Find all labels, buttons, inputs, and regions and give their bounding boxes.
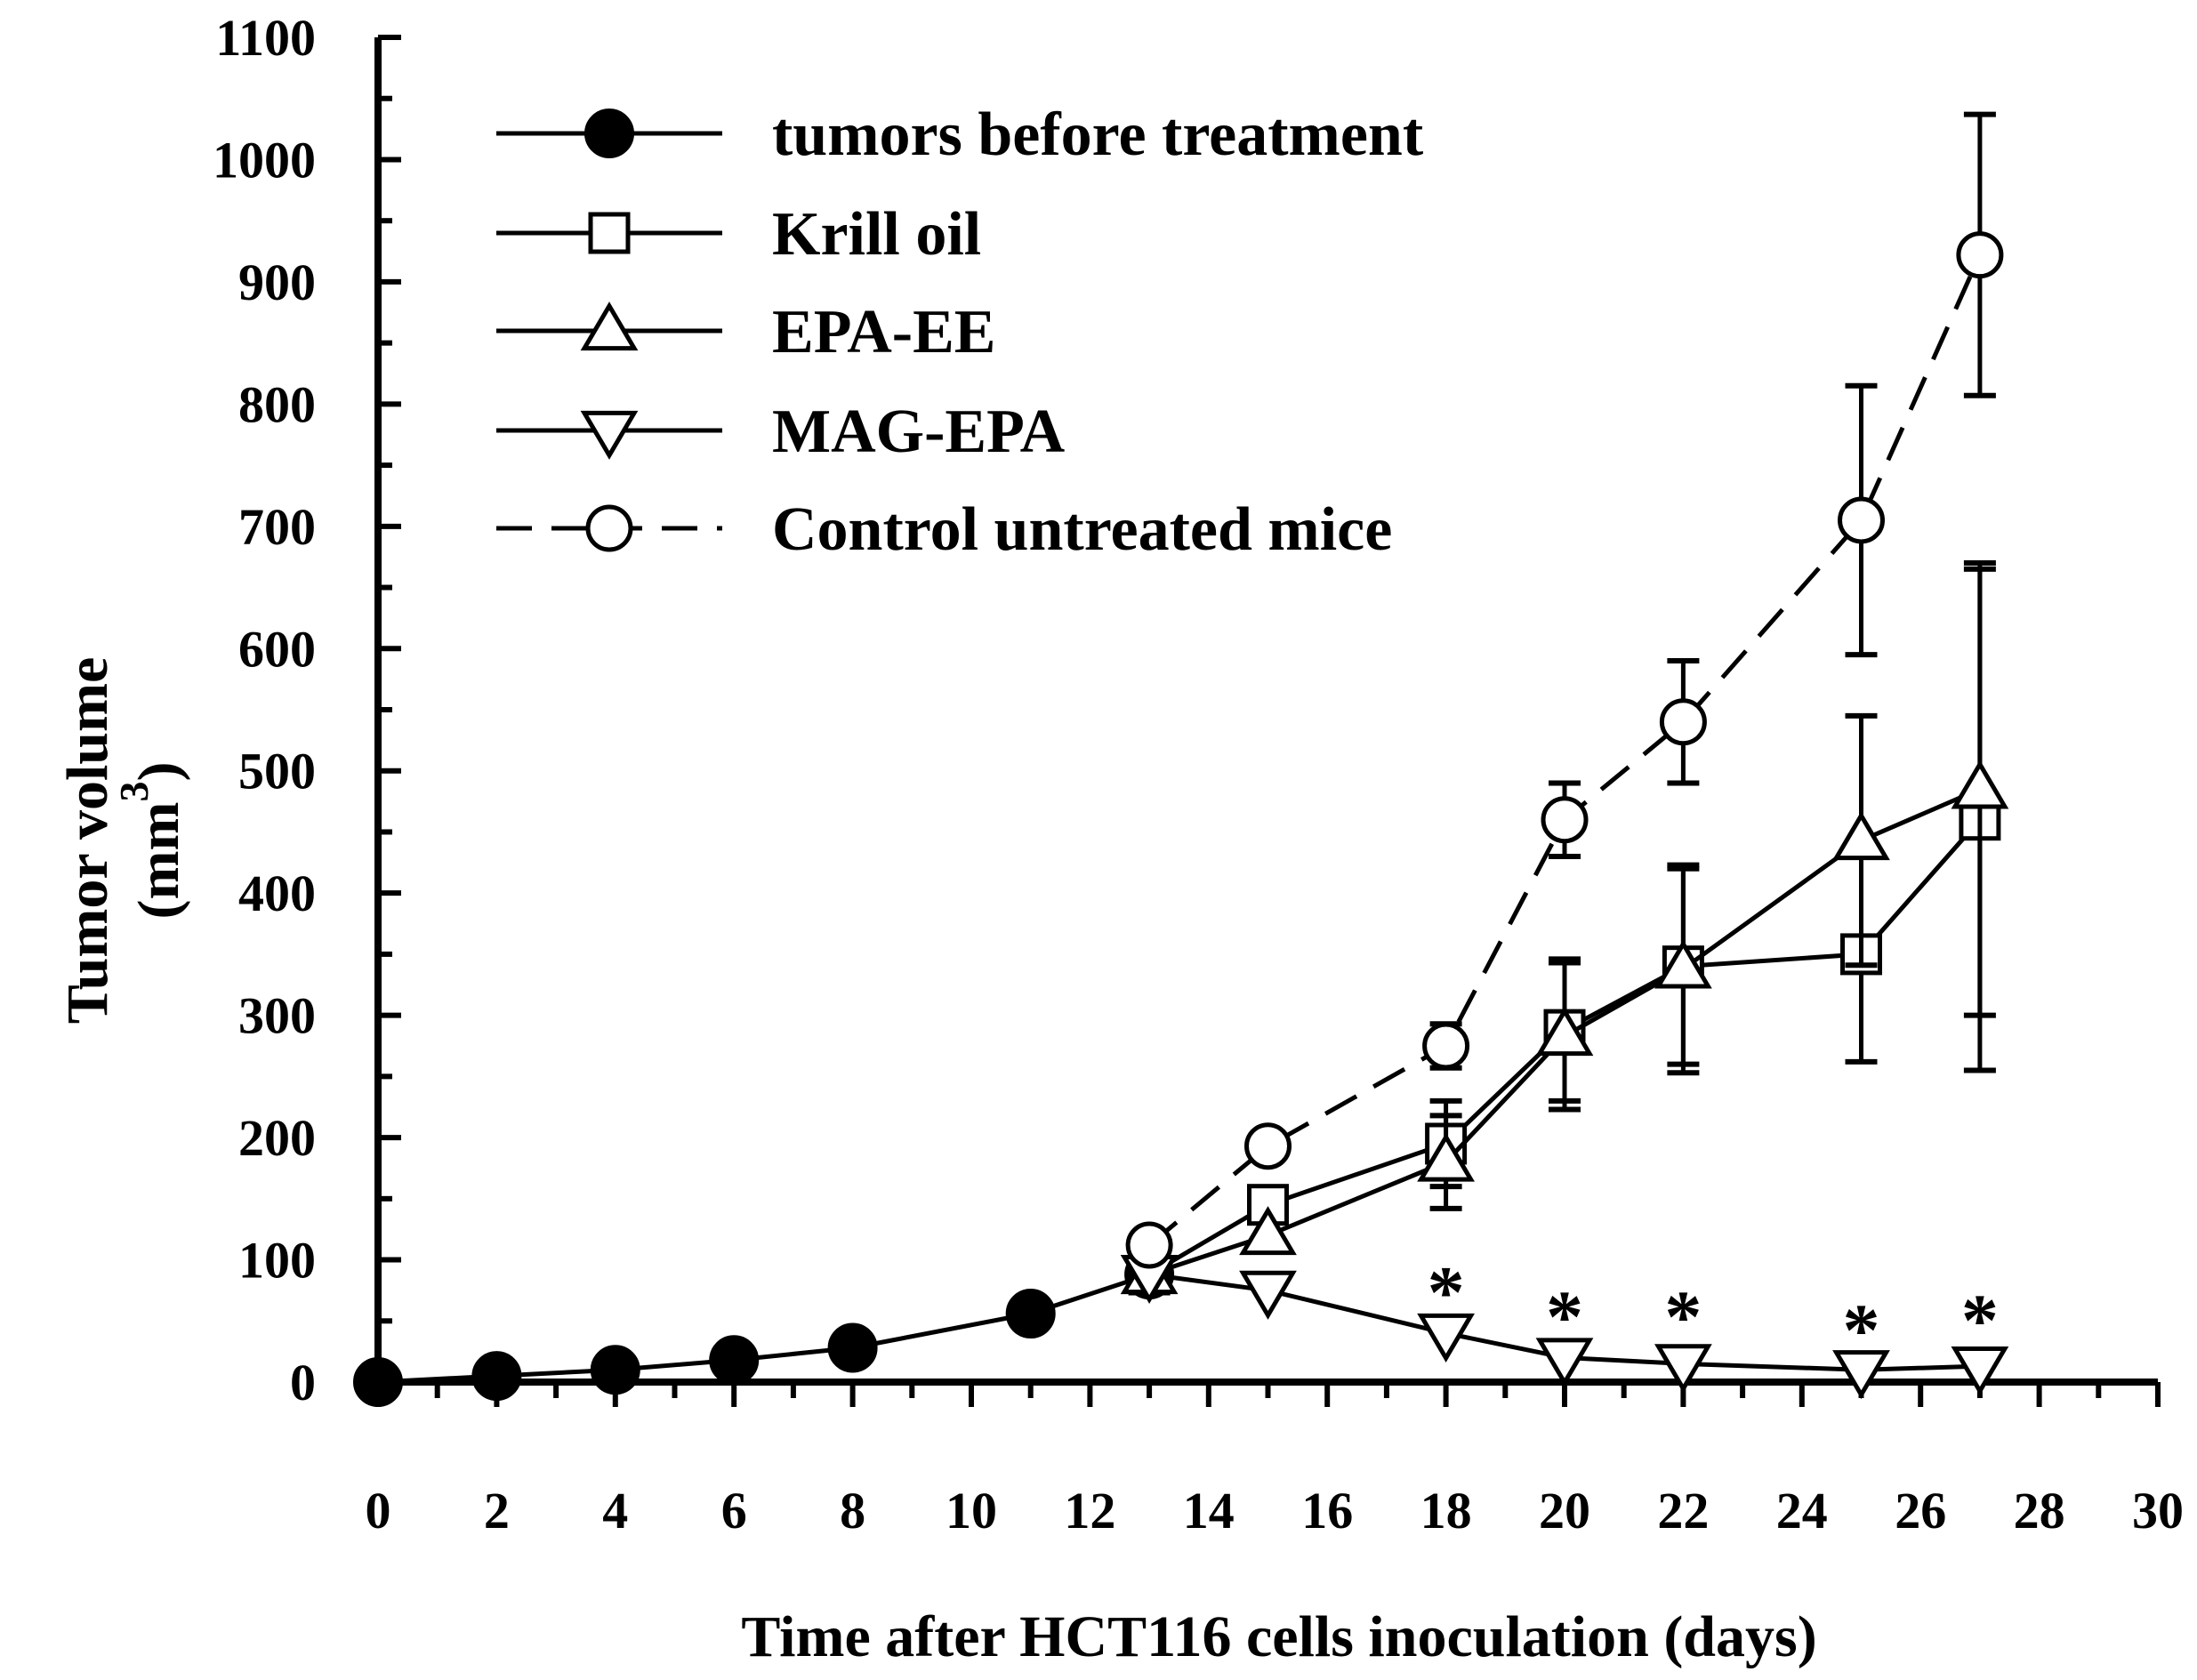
x-axis-title: Time after HCT116 cells inoculation (day…: [741, 1604, 1816, 1669]
x-tick-label: 28: [2014, 1482, 2065, 1539]
y-tick-label: 900: [238, 253, 316, 311]
legend: tumors before treatment Krill oil EPA-EE MA…: [496, 100, 1423, 564]
x-tick-label: 0: [366, 1482, 391, 1539]
y-tick-label: 800: [238, 375, 316, 433]
legend-marker: [588, 212, 631, 254]
y-unit-open: (mm: [126, 802, 191, 920]
series-krill-oil: [1128, 566, 2001, 1296]
y-tick-label: 1100: [215, 9, 316, 67]
legend-marker: [580, 410, 639, 460]
data-point: [590, 1345, 640, 1395]
series-mag-epa: [1120, 1254, 2009, 1400]
legend-label: Control untreated mice: [772, 495, 1392, 564]
y-tick-label: 300: [238, 987, 316, 1045]
legend-item: Control untreated mice: [496, 495, 1392, 564]
data-point: [1951, 1346, 2009, 1396]
legend-label: MAG-EPA: [772, 398, 1066, 466]
legend-label: EPA-EE: [772, 298, 996, 366]
x-tick-label: 26: [1895, 1482, 1946, 1539]
data-point: [1417, 1132, 1475, 1182]
x-tick-label: 12: [1064, 1482, 1115, 1539]
x-tick-label: 24: [1776, 1482, 1828, 1539]
data-point: [827, 1322, 878, 1373]
y-tick-label: 700: [238, 498, 316, 556]
data-point: [1239, 1270, 1297, 1320]
data-point: [1422, 1022, 1470, 1070]
data-point: [1125, 1221, 1173, 1269]
data-point: [1832, 811, 1890, 861]
data-point: [1956, 231, 2004, 279]
significance-star: *: [1961, 1280, 1999, 1362]
legend-item: EPA-EE: [496, 298, 996, 366]
x-tick-label: 8: [840, 1482, 865, 1539]
data-point: [1951, 760, 2009, 809]
legend-marker: [580, 301, 639, 351]
legend-item: Krill oil: [496, 200, 981, 269]
significance-markers: * * * * *: [1428, 1251, 1999, 1372]
legend-label: Krill oil: [772, 200, 981, 269]
y-tick-label: 1000: [213, 131, 316, 189]
y-axis-title-main: Tumor volume: [55, 657, 120, 1025]
x-tick-label: 6: [721, 1482, 747, 1539]
y-tick-label: 500: [238, 743, 316, 800]
y-tick-label: 600: [238, 620, 316, 678]
data-point: [1654, 939, 1712, 989]
x-tick-label: 20: [1539, 1482, 1590, 1539]
data-point: [1535, 1007, 1594, 1057]
data-point: [1535, 1338, 1594, 1387]
significance-star: *: [1546, 1276, 1583, 1359]
data-point: [1239, 1206, 1297, 1256]
data-point: [1659, 698, 1707, 746]
data-point: [353, 1357, 403, 1407]
y-tick-label: 400: [238, 864, 316, 922]
x-tick-label: 10: [946, 1482, 997, 1539]
x-tick-label: 22: [1657, 1482, 1709, 1539]
series-tumors-before-treatment: [353, 1250, 1175, 1407]
series-control-untreated-mice: [1125, 111, 2004, 1269]
y-unit-sup: 3: [111, 782, 157, 802]
data-point: [1654, 1344, 1712, 1394]
y-axis-title: Tumor volume (mm3): [55, 657, 191, 1025]
legend-item: MAG-EPA: [496, 398, 1066, 466]
significance-star: *: [1664, 1276, 1702, 1359]
data-point: [1832, 1350, 1890, 1400]
x-tick-label: 18: [1420, 1482, 1472, 1539]
data-point: [1541, 796, 1589, 844]
y-tick-label: 100: [238, 1232, 316, 1290]
series-epa-ee: [1120, 560, 2009, 1295]
x-tick-label: 30: [2132, 1482, 2184, 1539]
x-tick-label: 14: [1183, 1482, 1235, 1539]
significance-star: *: [1428, 1251, 1465, 1334]
x-tick-label: 4: [602, 1482, 628, 1539]
data-point: [1005, 1289, 1056, 1339]
data-point: [471, 1351, 522, 1402]
significance-star: *: [1843, 1290, 1880, 1372]
series: [353, 111, 2009, 1407]
y-axis-title-unit: (mm3): [111, 762, 191, 920]
y-unit-close: ): [126, 762, 191, 782]
y-tick-label: 0: [290, 1354, 316, 1411]
data-point: [1417, 1313, 1475, 1362]
legend-label: tumors before treatment: [772, 100, 1423, 169]
x-tick-label: 2: [484, 1482, 510, 1539]
data-point: [1244, 1122, 1292, 1170]
legend-marker: [585, 504, 633, 552]
y-tick-label: 200: [238, 1109, 316, 1167]
data-point: [709, 1335, 760, 1386]
legend-marker: [584, 109, 634, 158]
data-point: [1838, 496, 1885, 544]
legend-item: tumors before treatment: [496, 100, 1423, 169]
x-tick-label: 16: [1301, 1482, 1353, 1539]
